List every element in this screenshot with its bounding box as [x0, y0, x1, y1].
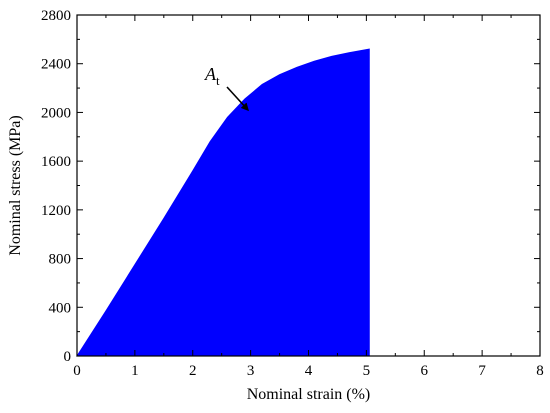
area-annotation-label: At: [204, 64, 220, 88]
x-tick-label: 8: [536, 363, 544, 379]
annotation-layer: At: [204, 64, 249, 112]
y-axis-title: Nominal stress (MPa): [7, 115, 24, 255]
x-tick-label: 6: [421, 363, 429, 379]
y-tick-label: 2800: [41, 8, 71, 24]
x-axis-title: Nominal strain (%): [247, 386, 371, 403]
x-tick-label: 4: [305, 363, 313, 379]
y-tick-label: 1600: [41, 154, 71, 170]
x-tick-label: 5: [363, 363, 371, 379]
y-tick-label: 400: [49, 300, 72, 316]
y-tick-label: 2400: [41, 57, 71, 73]
x-tick-label: 7: [478, 363, 486, 379]
ticks-layer: 0 1 2 3 4 5 6 7 8 0 400 800 1200 1600 2000 2400 2800: [41, 8, 544, 379]
y-tick-label: 2000: [41, 105, 71, 121]
area-fill-series: [76, 48, 370, 357]
x-tick-label: 0: [73, 363, 81, 379]
x-tick-label: 2: [189, 363, 197, 379]
y-tick-label: 1200: [41, 203, 71, 219]
y-tick-label: 800: [49, 252, 72, 268]
x-tick-label: 3: [247, 363, 255, 379]
annotation-arrow: [226, 86, 249, 112]
x-tick-label: 1: [131, 363, 139, 379]
y-tick-label: 0: [64, 349, 72, 365]
area-layer: [76, 48, 370, 357]
